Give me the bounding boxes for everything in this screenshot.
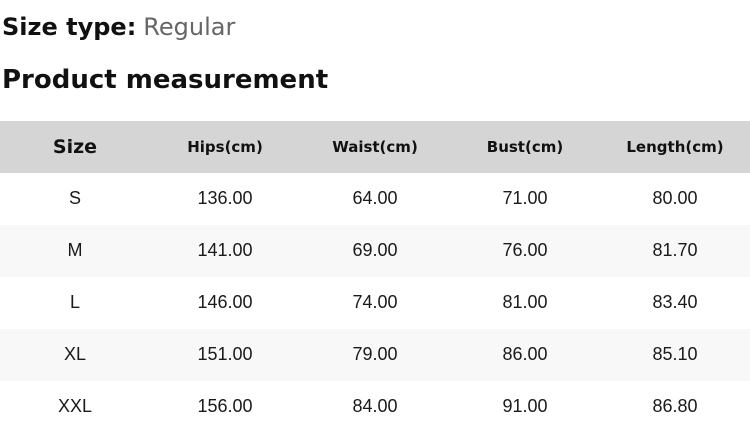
table-row: XXL 156.00 84.00 91.00 86.80	[0, 380, 750, 433]
cell-size: XL	[63, 344, 87, 365]
cell-waist: 64.00	[352, 188, 398, 209]
column-header-length: Length(cm)	[626, 137, 724, 156]
size-chart-section: Size type: Regular Product measurement Si…	[0, 13, 750, 434]
cell-hips: 146.00	[197, 292, 253, 313]
cell-size: S	[68, 188, 81, 209]
cell-hips: 141.00	[197, 240, 253, 261]
cell-bust: 81.00	[502, 292, 548, 313]
table-row: M 141.00 69.00 76.00 81.70	[0, 224, 750, 277]
size-type-label: Size type:	[2, 13, 137, 41]
cell-size: L	[69, 292, 80, 313]
cell-bust: 86.00	[502, 344, 548, 365]
table-row: XL 151.00 79.00 86.00 85.10	[0, 328, 750, 381]
cell-bust: 71.00	[502, 188, 548, 209]
section-title: Product measurement	[2, 64, 329, 95]
cell-size: M	[67, 240, 83, 261]
column-header-hips: Hips(cm)	[187, 137, 263, 156]
cell-waist: 79.00	[352, 344, 398, 365]
size-type-value: Regular	[143, 13, 236, 41]
cell-length: 83.40	[652, 292, 698, 313]
cell-size: XXL	[57, 396, 93, 417]
cell-hips: 151.00	[197, 344, 253, 365]
cell-bust: 91.00	[502, 396, 548, 417]
table-header-row: Size Hips(cm) Waist(cm) Bust(cm) Length(…	[0, 120, 750, 173]
size-type-line: Size type: Regular	[2, 13, 750, 42]
cell-length: 80.00	[652, 188, 698, 209]
cell-waist: 74.00	[352, 292, 398, 313]
cell-bust: 76.00	[502, 240, 548, 261]
table-row: L 146.00 74.00 81.00 83.40	[0, 276, 750, 329]
cell-hips: 156.00	[197, 396, 253, 417]
measurement-table: Size Hips(cm) Waist(cm) Bust(cm) Length(…	[0, 120, 750, 433]
cell-waist: 84.00	[352, 396, 398, 417]
cell-waist: 69.00	[352, 240, 398, 261]
cell-length: 86.80	[652, 396, 698, 417]
column-header-size: Size	[52, 135, 98, 158]
cell-length: 81.70	[652, 240, 698, 261]
cell-length: 85.10	[652, 344, 698, 365]
column-header-bust: Bust(cm)	[486, 137, 564, 156]
cell-hips: 136.00	[197, 188, 253, 209]
table-row: S 136.00 64.00 71.00 80.00	[0, 172, 750, 225]
column-header-waist: Waist(cm)	[332, 137, 418, 156]
